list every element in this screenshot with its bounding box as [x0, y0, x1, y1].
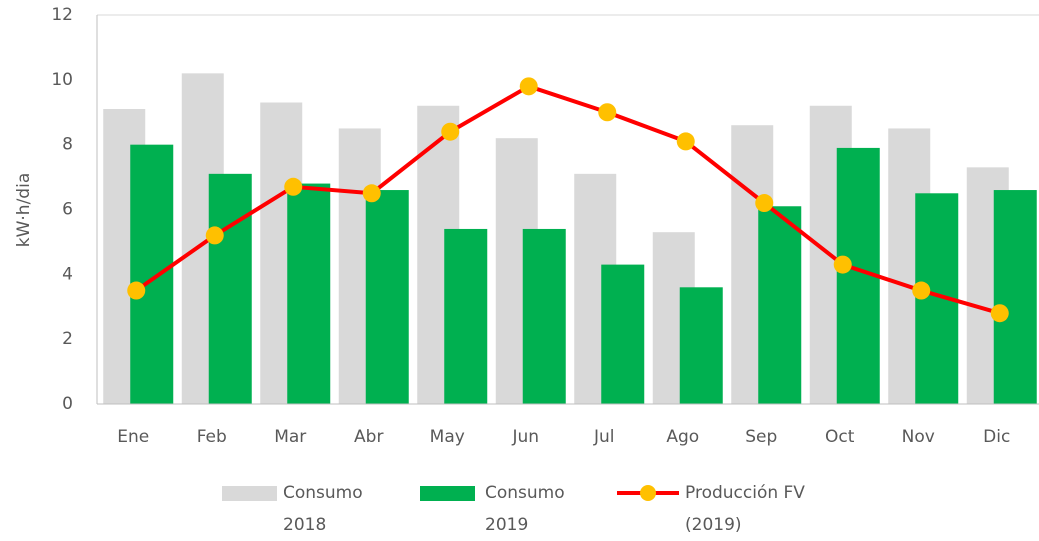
bar	[287, 183, 331, 404]
y-tick-label: 6	[62, 200, 73, 220]
marker	[362, 184, 381, 203]
marker	[598, 103, 617, 122]
x-tick-label: May	[430, 427, 465, 447]
legend-label: Producción FV (2019)	[685, 483, 805, 535]
legend-swatch	[222, 486, 277, 501]
x-tick-label: Ago	[666, 427, 699, 447]
y-axis-label: kW·h/dia	[14, 173, 34, 248]
bar	[130, 144, 174, 404]
x-tick-label: Ene	[117, 427, 149, 447]
marker	[127, 281, 146, 300]
marker	[205, 226, 224, 245]
bar	[522, 228, 566, 404]
bar	[208, 173, 252, 404]
marker	[912, 281, 931, 300]
x-tick-label: Abr	[354, 427, 383, 447]
y-tick-label: 12	[51, 5, 73, 25]
marker	[441, 122, 460, 141]
x-tick-label: Sep	[745, 427, 777, 447]
line	[135, 84, 1001, 316]
marker	[833, 255, 852, 274]
x-tick-label: Mar	[274, 427, 306, 447]
marker	[519, 77, 538, 96]
y-tick-label: 2	[62, 329, 73, 349]
marker	[676, 132, 695, 151]
y-tick-label: 4	[62, 264, 73, 284]
x-tick-label: Oct	[825, 427, 855, 447]
marker	[990, 304, 1009, 323]
marker	[755, 194, 774, 213]
legend-label: Consumo 2018	[283, 483, 363, 535]
legend-swatch	[420, 486, 475, 501]
y-tick-label: 10	[51, 70, 73, 90]
y-tick-label: 8	[62, 135, 73, 155]
bar	[993, 190, 1037, 404]
bar	[679, 287, 723, 404]
y-tick-label: 0	[62, 394, 73, 414]
bar	[601, 264, 645, 404]
legend-swatch	[617, 485, 679, 501]
legend-label: Consumo 2019	[485, 483, 565, 535]
bar	[444, 228, 488, 404]
x-tick-label: Jul	[593, 427, 615, 447]
x-tick-label: Feb	[197, 427, 227, 447]
x-tick-label: Nov	[902, 427, 935, 447]
marker	[284, 177, 303, 196]
bar	[758, 206, 802, 404]
x-tick-label: Jun	[511, 427, 539, 447]
x-tick-label: Dic	[983, 427, 1010, 447]
bar	[365, 190, 409, 404]
